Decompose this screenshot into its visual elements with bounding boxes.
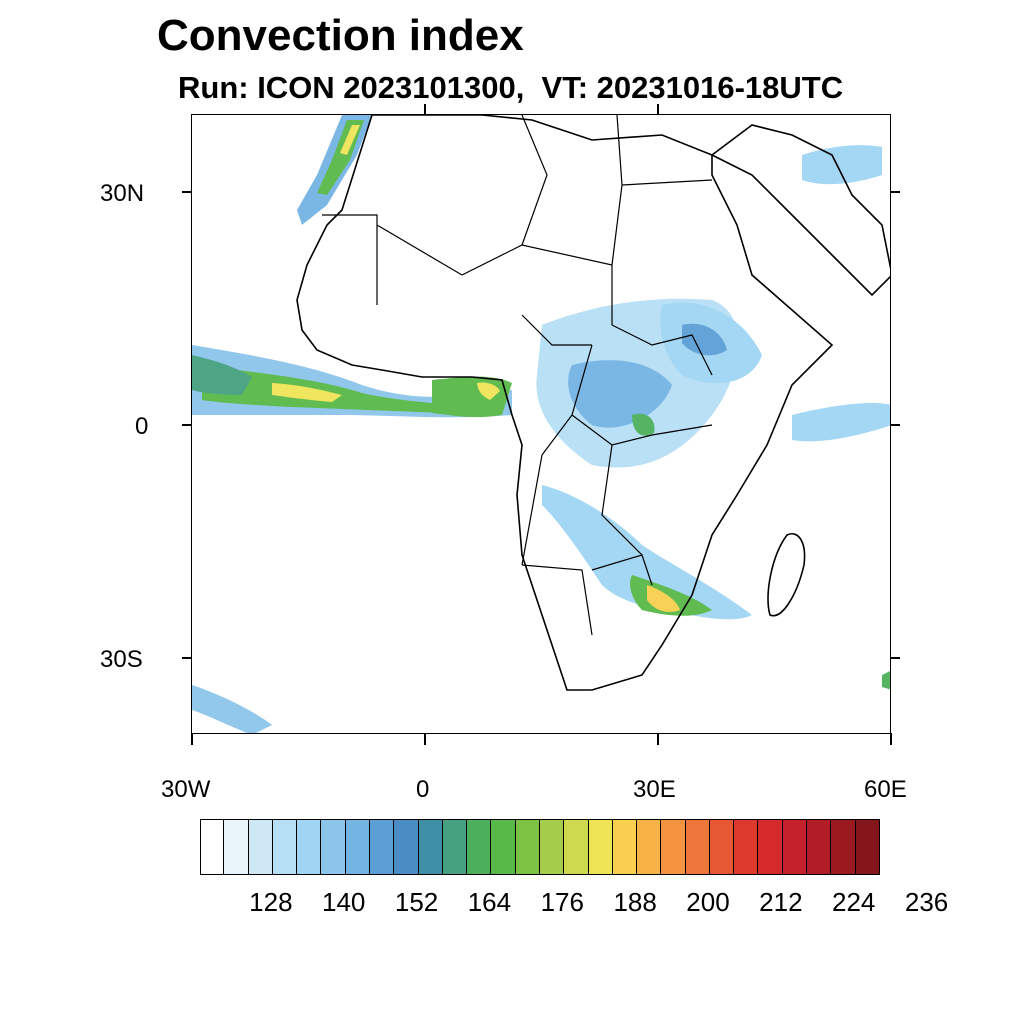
colorbar-cell bbox=[637, 819, 662, 875]
colorbar-cell bbox=[418, 819, 443, 875]
arabia-streak bbox=[802, 145, 882, 185]
colorbar-cell bbox=[612, 819, 638, 875]
lat-label-30n: 30N bbox=[100, 180, 145, 207]
itcz-peak bbox=[272, 383, 342, 402]
central-green bbox=[632, 413, 655, 436]
tick-30e-top bbox=[657, 104, 659, 114]
map-canvas bbox=[192, 115, 890, 733]
border-lines bbox=[322, 115, 713, 636]
africa-coast bbox=[296, 115, 834, 691]
tick-30s-right bbox=[890, 657, 900, 659]
lon-label-30w: 30W bbox=[161, 776, 211, 803]
lon-label-60e: 60E bbox=[864, 776, 907, 803]
colorbar-cell bbox=[661, 819, 686, 875]
colorbar-cell bbox=[588, 819, 613, 875]
colorbar-label: 200 bbox=[686, 887, 730, 917]
south-africa-peak bbox=[647, 585, 680, 612]
lat-label-0: 0 bbox=[135, 413, 149, 440]
colorbar-label: 212 bbox=[759, 887, 803, 917]
colorbar-cell bbox=[807, 819, 832, 875]
colorbar-cell bbox=[491, 819, 516, 875]
colorbar-label: 164 bbox=[467, 887, 512, 917]
south-africa-field bbox=[542, 485, 752, 620]
borders bbox=[322, 115, 713, 636]
colorbar-cell bbox=[321, 819, 346, 875]
tick-0-bottom bbox=[424, 733, 426, 745]
tick-0-top bbox=[424, 104, 426, 114]
lon-label-30e: 30E bbox=[633, 776, 676, 803]
indian-ocean-streak bbox=[792, 403, 890, 442]
colorbar-label: 236 bbox=[904, 887, 949, 917]
central-africa-core bbox=[568, 360, 672, 428]
madagascar bbox=[767, 533, 806, 617]
colorbar-cell bbox=[272, 819, 298, 875]
tick-30w-bottom bbox=[191, 733, 193, 745]
colorbar-cell bbox=[709, 819, 735, 875]
colorbar-cell bbox=[685, 819, 710, 875]
ethiopia-core bbox=[682, 323, 727, 356]
map-panel bbox=[191, 114, 891, 734]
colorbar-cell bbox=[297, 819, 322, 875]
itcz-core bbox=[202, 365, 452, 413]
guinea-patch bbox=[432, 376, 512, 418]
tick-30n-left bbox=[182, 191, 192, 193]
colorbar-cell bbox=[758, 819, 783, 875]
colorbar-cell bbox=[734, 819, 759, 875]
colorbar bbox=[200, 819, 880, 875]
colorbar-cell bbox=[515, 819, 540, 875]
colorbar-label: 176 bbox=[540, 887, 584, 917]
tick-30n-right bbox=[890, 191, 900, 193]
sw-streak bbox=[192, 685, 272, 733]
chart-title: Convection index bbox=[157, 11, 524, 60]
colorbar-cell bbox=[831, 819, 856, 875]
chart-subtitle: Run: ICON 2023101300, VT: 20231016-18UTC bbox=[178, 70, 844, 105]
colorbar-label: 152 bbox=[394, 887, 439, 917]
tick-30s-left bbox=[182, 657, 192, 659]
colorbar-label: 224 bbox=[832, 887, 876, 917]
lat-label-30s: 30S bbox=[100, 646, 143, 673]
itcz-tail bbox=[192, 355, 252, 395]
tick-0-left bbox=[182, 424, 192, 426]
tick-30e-bottom bbox=[657, 733, 659, 745]
colorbar-cell bbox=[394, 819, 419, 875]
colorbar-label: 128 bbox=[249, 887, 293, 917]
arabia-coast bbox=[710, 124, 890, 297]
colorbar-cell bbox=[782, 819, 808, 875]
colorbar-label: 188 bbox=[613, 887, 657, 917]
colorbar-cell bbox=[369, 819, 395, 875]
tick-0-right bbox=[890, 424, 900, 426]
colorbar-cell bbox=[248, 819, 273, 875]
colorbar-cell bbox=[345, 819, 370, 875]
morocco-peak bbox=[340, 125, 360, 155]
guinea-peak bbox=[477, 382, 500, 400]
coastlines bbox=[296, 115, 890, 691]
colorbar-cell bbox=[200, 819, 225, 875]
colorbar-label: 140 bbox=[322, 887, 366, 917]
colorbar-cell bbox=[467, 819, 492, 875]
lon-label-0: 0 bbox=[416, 776, 430, 803]
colorbar-cell bbox=[564, 819, 589, 875]
tick-60e-bottom bbox=[890, 733, 892, 745]
colorbar-cell bbox=[539, 819, 565, 875]
colorbar-cell bbox=[442, 819, 468, 875]
colorbar-cell bbox=[855, 819, 880, 875]
convection-field bbox=[192, 115, 890, 733]
colorbar-cell bbox=[224, 819, 249, 875]
south-africa-core bbox=[630, 575, 712, 616]
se-patch bbox=[882, 671, 890, 690]
